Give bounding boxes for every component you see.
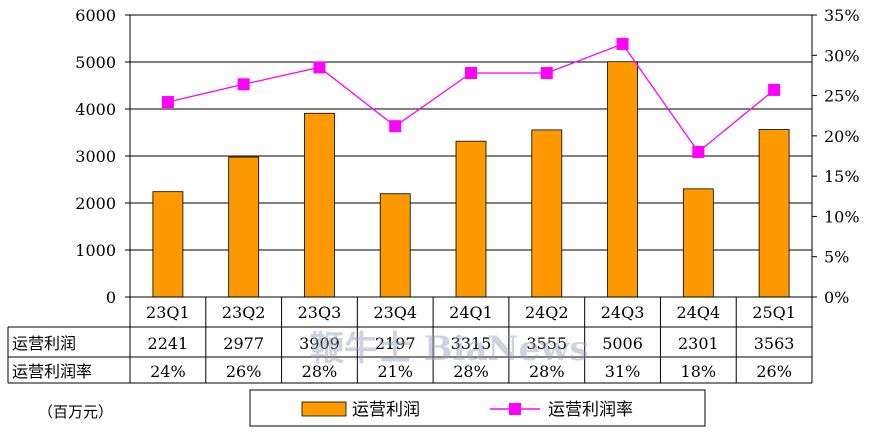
right-tick-label: 15% bbox=[824, 167, 860, 186]
table-cell: 5006 bbox=[602, 334, 643, 353]
line-path bbox=[167, 43, 775, 153]
table-cell: 3555 bbox=[526, 334, 567, 353]
table-cell: 3315 bbox=[451, 334, 492, 353]
table-cell: 2241 bbox=[148, 334, 189, 353]
unit-label: （百万元） bbox=[38, 403, 113, 421]
legend-line-marker bbox=[509, 403, 521, 415]
bar bbox=[682, 188, 714, 298]
right-tick-label: 20% bbox=[824, 127, 860, 146]
bar bbox=[152, 191, 184, 298]
axes bbox=[125, 14, 817, 298]
line-marker bbox=[313, 61, 326, 74]
category-label: 24Q1 bbox=[449, 303, 493, 322]
right-tick-label: 5% bbox=[824, 248, 849, 267]
table-cell: 28% bbox=[529, 362, 565, 381]
right-tick-label: 35% bbox=[824, 6, 860, 25]
table-cell: 2301 bbox=[678, 334, 719, 353]
category-label: 24Q2 bbox=[525, 303, 569, 322]
category-label: 23Q4 bbox=[373, 303, 417, 322]
table-cell: 26% bbox=[226, 362, 262, 381]
table-cell: 3909 bbox=[299, 334, 340, 353]
right-axis-ticks: 0% 5% 10% 15% 20% 25% 30% 35% bbox=[824, 6, 860, 307]
left-tick-label: 1000 bbox=[75, 241, 116, 260]
line-series bbox=[161, 38, 781, 158]
line-marker bbox=[389, 120, 402, 133]
bar bbox=[304, 112, 335, 298]
category-label: 23Q3 bbox=[298, 303, 342, 322]
category-label: 24Q3 bbox=[601, 303, 645, 322]
bar bbox=[228, 156, 260, 298]
line-marker bbox=[465, 67, 477, 80]
left-tick-label: 4000 bbox=[75, 100, 116, 119]
line-marker bbox=[616, 38, 629, 51]
bar bbox=[758, 129, 790, 298]
right-tick-label: 30% bbox=[824, 46, 860, 65]
table-cell: 2977 bbox=[223, 334, 264, 353]
left-tick-label: 0 bbox=[106, 288, 116, 307]
data-table: 23Q1 23Q2 23Q3 23Q4 24Q1 24Q2 24Q3 24Q4 25Q1 运营利润… bbox=[7, 296, 813, 384]
bar bbox=[531, 129, 563, 298]
bar bbox=[379, 193, 411, 298]
category-label: 24Q4 bbox=[677, 303, 721, 322]
legend-bar-swatch bbox=[301, 401, 347, 417]
line-marker bbox=[540, 67, 553, 80]
bar-series bbox=[152, 61, 790, 298]
table-cell: 2197 bbox=[375, 334, 416, 353]
table-cell: 28% bbox=[453, 362, 489, 381]
right-tick-label: 10% bbox=[824, 207, 860, 226]
bar bbox=[607, 61, 638, 298]
table-row-label: 运营利润率 bbox=[12, 362, 92, 381]
table-cell: 26% bbox=[756, 362, 792, 381]
right-tick-label: 25% bbox=[824, 87, 860, 106]
left-axis-ticks: 0 1000 2000 3000 4000 5000 6000 bbox=[75, 6, 116, 307]
line-marker bbox=[161, 96, 174, 109]
category-label: 25Q1 bbox=[752, 303, 796, 322]
table-cell: 21% bbox=[377, 362, 413, 381]
left-tick-label: 6000 bbox=[75, 6, 116, 25]
bar bbox=[455, 140, 487, 298]
line-marker bbox=[692, 145, 705, 158]
table-cell: 31% bbox=[605, 362, 641, 381]
legend-bar-label: 运营利润 bbox=[352, 400, 420, 420]
table-row-label: 运营利润 bbox=[12, 334, 76, 353]
left-tick-label: 2000 bbox=[75, 194, 116, 213]
left-tick-label: 3000 bbox=[75, 147, 116, 166]
category-label: 23Q1 bbox=[146, 303, 190, 322]
line-marker bbox=[237, 78, 250, 91]
watermark: 鞭牛士 BiaNews bbox=[310, 329, 589, 369]
table-cell: 28% bbox=[302, 362, 338, 381]
legend-line-label: 运营利润率 bbox=[548, 400, 633, 420]
table-cell: 18% bbox=[681, 362, 717, 381]
left-tick-label: 5000 bbox=[75, 53, 116, 72]
line-marker bbox=[768, 83, 781, 96]
table-cell: 24% bbox=[150, 362, 186, 381]
legend: 运营利润 运营利润率 bbox=[249, 389, 706, 427]
category-label: 23Q2 bbox=[222, 303, 266, 322]
table-cell: 3563 bbox=[754, 334, 795, 353]
right-tick-label: 0% bbox=[824, 288, 849, 307]
